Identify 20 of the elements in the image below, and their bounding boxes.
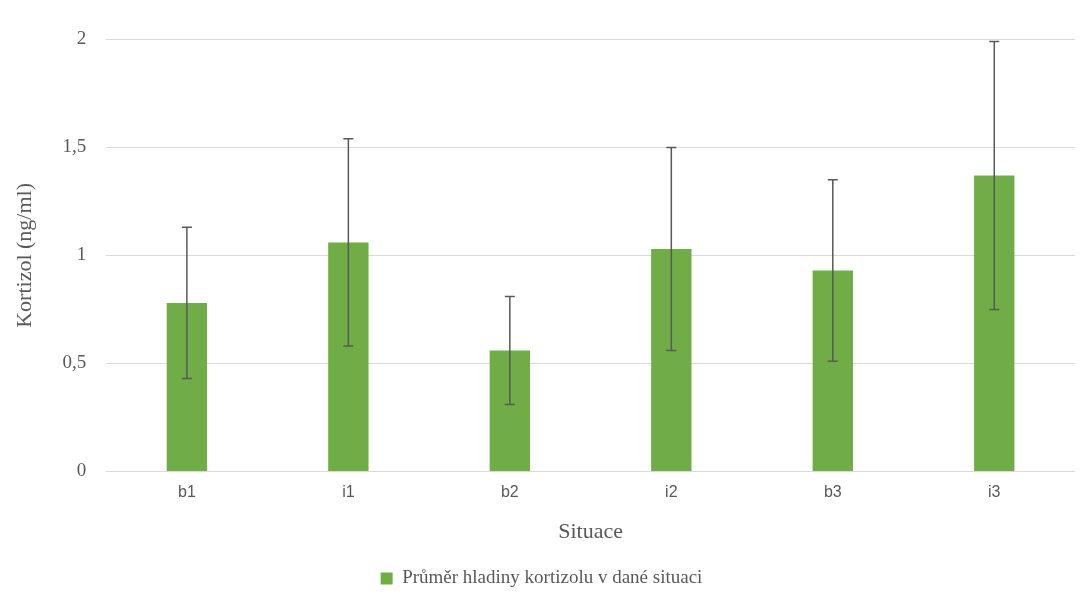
y-tick-label: 1 [76, 243, 87, 265]
x-tick-label: b2 [500, 483, 519, 501]
bar [812, 270, 853, 471]
y-tick-label: 0,5 [62, 351, 87, 373]
legend-label: Průměr hladiny kortizolu v dané situaci [402, 566, 703, 588]
x-axis-title: Situace [558, 517, 623, 543]
y-tick-label: 0 [76, 459, 87, 481]
x-tick-label: b1 [177, 483, 196, 501]
bar [974, 175, 1015, 471]
y-tick-label: 2 [76, 27, 87, 49]
bar [489, 350, 531, 471]
x-tick-label: i1 [342, 483, 355, 501]
x-tick-label: i2 [665, 483, 678, 501]
x-tick-label: b3 [823, 483, 842, 501]
x-tick-label: i3 [988, 483, 1001, 501]
bar [328, 242, 369, 471]
y-axis-title: Kortizol (ng/ml) [10, 182, 36, 328]
bar [651, 248, 692, 471]
y-tick-label: 1,5 [62, 135, 87, 157]
bar [166, 302, 208, 471]
